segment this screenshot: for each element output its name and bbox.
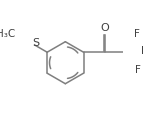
Text: F: F bbox=[134, 29, 140, 39]
Text: O: O bbox=[100, 23, 109, 33]
Text: S: S bbox=[32, 38, 39, 48]
Text: F: F bbox=[135, 65, 141, 75]
Text: H₃C: H₃C bbox=[0, 29, 16, 39]
Text: F: F bbox=[141, 46, 143, 56]
